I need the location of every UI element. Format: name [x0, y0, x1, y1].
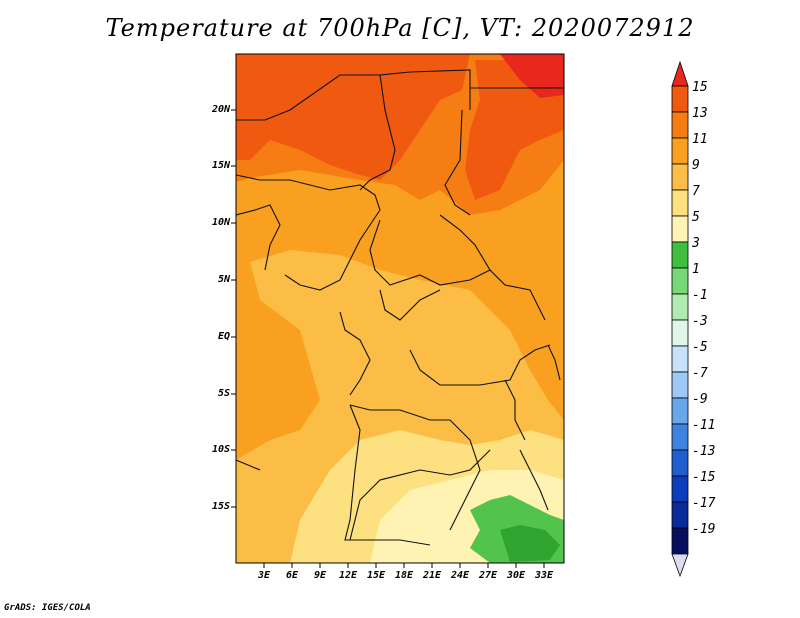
lat-label-10s: 10S	[211, 444, 230, 455]
colorbar-segment	[671, 163, 689, 191]
chart-title: Temperature at 700hPa [C], VT: 202007291…	[105, 14, 695, 42]
lat-label-eq: EQ	[217, 331, 230, 342]
colorbar-segment	[671, 319, 689, 347]
field-13-15-west	[236, 54, 470, 180]
lon-label-27e: 27E	[478, 570, 498, 581]
colorbar-segment	[671, 397, 689, 425]
colorbar-segment	[671, 449, 689, 477]
colorbar-segment	[671, 267, 689, 295]
lon-label-12e: 12E	[338, 570, 358, 581]
colorbar-label-m9: -9	[692, 392, 708, 407]
colorbar-top-triangle	[671, 60, 689, 87]
colorbar-segment	[671, 293, 689, 321]
field-9-11-west	[236, 262, 320, 460]
colorbar-label-13: 13	[692, 106, 708, 121]
colorbar-label-5: 5	[692, 210, 700, 225]
axis-ticks	[231, 109, 545, 568]
lon-label-6e: 6E	[285, 570, 299, 581]
lat-label-5s: 5S	[217, 388, 230, 399]
colorbar-segment	[671, 85, 689, 113]
colorbar-label-m11: -11	[692, 418, 716, 433]
colorbar-label-m1: -1	[692, 288, 708, 303]
colorbar-segment	[671, 475, 689, 503]
field-1-3-core	[500, 525, 560, 562]
colorbar-label-3: 3	[692, 236, 700, 251]
colorbar-label-m5: -5	[692, 340, 708, 355]
lon-label-15e: 15E	[366, 570, 386, 581]
colorbar-label-m17: -17	[692, 496, 716, 511]
colorbar	[671, 60, 689, 578]
colorbar-segment	[671, 501, 689, 529]
colorbar-bottom-triangle	[671, 553, 689, 578]
map-frame	[235, 53, 565, 564]
field-15-plus	[500, 54, 564, 98]
lat-label-20n: 20N	[211, 104, 230, 115]
country-borders	[236, 69, 564, 546]
colorbar-label-m3: -3	[692, 314, 708, 329]
lon-label-33e: 33E	[534, 570, 554, 581]
lat-label-5n: 5N	[217, 274, 230, 285]
colorbar-segment	[671, 137, 689, 165]
shaded-field	[236, 54, 564, 563]
colorbar-segment	[671, 241, 689, 269]
software-credit: GrADS: IGES/COLA	[4, 603, 91, 613]
colorbar-label-m15: -15	[692, 470, 716, 485]
colorbar-label-m7: -7	[692, 366, 708, 381]
colorbar-segment	[671, 189, 689, 217]
colorbar-label-m13: -13	[692, 444, 716, 459]
lat-label-15s: 15S	[211, 501, 230, 512]
colorbar-label-m19: -19	[692, 522, 716, 537]
lat-label-15n: 15N	[211, 160, 230, 171]
colorbar-segment	[671, 371, 689, 399]
lon-label-30e: 30E	[506, 570, 526, 581]
lon-label-3e: 3E	[257, 570, 271, 581]
lat-label-10n: 10N	[211, 217, 230, 228]
colorbar-label-9: 9	[692, 158, 700, 173]
colorbar-segment	[671, 345, 689, 373]
lon-label-21e: 21E	[422, 570, 442, 581]
colorbar-label-11: 11	[692, 132, 708, 147]
lon-label-24e: 24E	[450, 570, 470, 581]
colorbar-label-1: 1	[692, 262, 700, 277]
colorbar-segment	[671, 215, 689, 243]
colorbar-segment	[671, 111, 689, 139]
lon-label-9e: 9E	[313, 570, 327, 581]
colorbar-segment	[671, 423, 689, 451]
lon-label-18e: 18E	[394, 570, 414, 581]
colorbar-label-15: 15	[692, 80, 708, 95]
colorbar-segment	[671, 527, 689, 555]
colorbar-label-7: 7	[692, 184, 700, 199]
